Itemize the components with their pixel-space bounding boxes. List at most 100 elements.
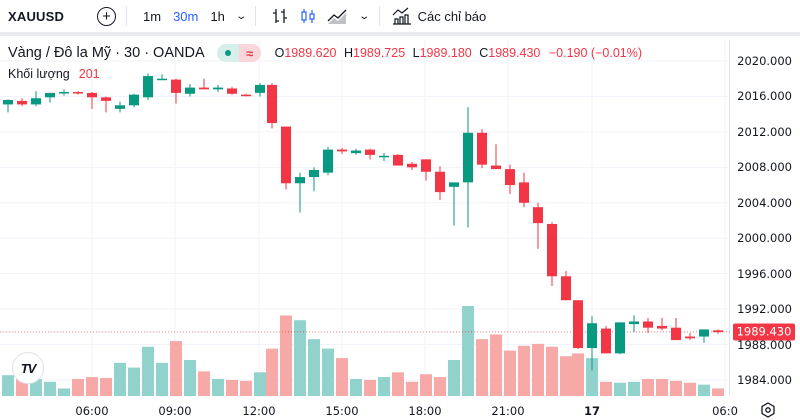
volume-bar	[448, 360, 460, 396]
market-status-pill[interactable]: ≈	[216, 44, 261, 62]
candle	[267, 83, 277, 129]
symbol-search[interactable]: XAUUSD	[8, 8, 65, 24]
candle	[561, 270, 571, 301]
candle	[31, 91, 41, 107]
candle	[407, 162, 417, 170]
price-axis[interactable]: 2020.000 2016.000 2012.000 2008.000 2004.000…	[730, 40, 800, 396]
indicators-label: Các chỉ báo	[417, 8, 487, 24]
candle	[17, 98, 27, 107]
candle	[281, 126, 291, 190]
plus-circle-icon: +	[102, 7, 111, 25]
time-tick-label: 15:00	[325, 404, 359, 418]
volume-bar	[280, 315, 292, 396]
volume-bar	[532, 343, 544, 396]
candle	[295, 172, 305, 213]
area-chart-icon[interactable]	[327, 7, 349, 25]
volume-bar	[294, 320, 306, 396]
volume-bar	[86, 377, 98, 396]
divider	[126, 6, 127, 26]
bar-chart-icon[interactable]	[271, 7, 289, 25]
candle	[449, 182, 459, 226]
candle	[309, 167, 319, 192]
candle	[505, 164, 515, 194]
market-open-icon	[216, 44, 239, 62]
volume-bar	[100, 378, 112, 396]
candle	[213, 84, 223, 93]
timeframe-more-button[interactable]: ⌄	[235, 10, 247, 22]
volume-bar	[546, 346, 558, 396]
volume-bar	[212, 378, 224, 396]
volume-bar	[420, 374, 432, 396]
volume-bar	[406, 381, 418, 396]
volume-bar	[198, 371, 210, 396]
candle	[157, 74, 167, 81]
volume-legend[interactable]: Khối lượng 201	[8, 67, 100, 81]
time-tick-label: 18:00	[408, 404, 442, 418]
close-value: 1989.430	[488, 46, 541, 60]
candle	[671, 317, 681, 341]
candle	[463, 107, 473, 228]
volume-bar	[266, 348, 278, 396]
volume-bar	[614, 382, 626, 396]
last-price-label: 1989.430	[733, 323, 795, 341]
timeframe-30m[interactable]: 30m	[173, 8, 199, 24]
volume-bar	[656, 378, 668, 396]
candle	[115, 101, 125, 113]
divider	[378, 6, 380, 26]
price-tick-label: 2016.000	[737, 89, 792, 104]
volume-bar	[560, 356, 572, 396]
volume-bar	[434, 377, 446, 396]
volume-bar	[142, 346, 154, 396]
add-symbol-button[interactable]: +	[97, 6, 116, 26]
candle	[533, 202, 543, 249]
timeframe-1m[interactable]: 1m	[143, 8, 162, 24]
volume-bar	[254, 372, 266, 396]
indicators-button[interactable]: Các chỉ báo	[392, 7, 487, 25]
candlestick-icon[interactable]	[299, 7, 317, 25]
candle	[435, 166, 445, 201]
candle	[171, 78, 181, 104]
timeframe-group: 1m 30m 1h	[137, 9, 231, 24]
volume-label: Khối lượng	[8, 67, 70, 81]
candle	[643, 317, 653, 334]
price-tick-label: 2000.000	[737, 231, 792, 246]
wave-icon: ≈	[238, 44, 261, 62]
volume-bar	[572, 353, 584, 396]
volume-bar	[336, 358, 348, 396]
high-value: 1989.725	[353, 46, 406, 60]
volume-bar	[72, 378, 84, 396]
candle	[421, 159, 431, 181]
chart-type-more-button[interactable]: ⌄	[358, 10, 371, 22]
time-tick-label: 12:00	[242, 404, 276, 418]
change-value: −0.190 (−0.01%)	[548, 46, 642, 60]
candle	[143, 73, 153, 100]
timeframe-1h[interactable]: 1h	[210, 8, 225, 24]
volume-bar	[350, 378, 362, 396]
settings-gear-icon[interactable]	[760, 402, 776, 418]
symbol-title[interactable]: Vàng / Đô la Mỹ · 30 · OANDA	[8, 45, 205, 61]
volume-bar	[184, 360, 196, 396]
price-tick-label: 1992.000	[737, 302, 792, 317]
price-tick-label: 1996.000	[737, 266, 792, 281]
candle	[615, 322, 625, 355]
indicators-icon	[392, 7, 411, 25]
candle	[129, 93, 139, 108]
candle	[45, 92, 55, 103]
time-tick-label: 21:00	[491, 404, 525, 418]
volume-bar	[642, 378, 654, 396]
volume-bar	[600, 381, 612, 396]
volume-bar	[114, 362, 126, 396]
open-value: 1989.620	[284, 46, 337, 60]
tradingview-logo[interactable]: TV	[12, 352, 44, 384]
candle	[199, 78, 209, 90]
candle	[379, 153, 389, 162]
volume-bar	[170, 341, 182, 396]
candle	[547, 222, 557, 287]
candlestick-chart[interactable]	[0, 40, 730, 396]
time-axis[interactable]: 06:00 09:00 12:00 15:00 18:00 21:00 17 06:0	[0, 396, 800, 420]
volume-bar	[322, 348, 334, 396]
time-tick-label: 17	[583, 404, 601, 418]
price-tick-label: 2008.000	[737, 160, 792, 175]
candle	[491, 144, 501, 170]
low-value: 1989.180	[419, 46, 472, 60]
